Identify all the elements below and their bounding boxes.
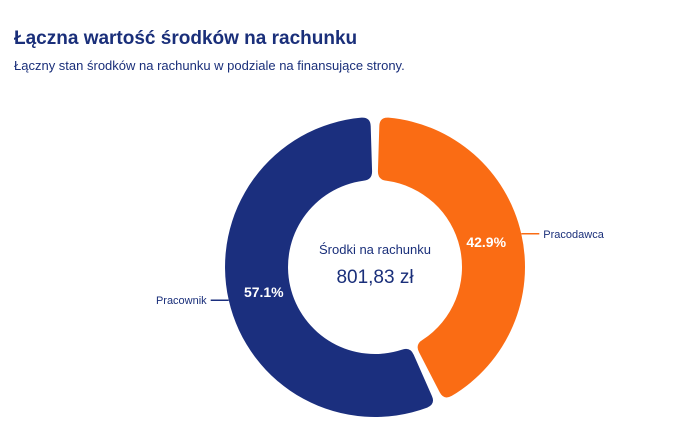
center-label: Środki na rachunku	[319, 242, 431, 257]
slice-pracownik[interactable]	[225, 117, 434, 417]
legend-label-pracodawca: Pracodawca	[543, 229, 604, 241]
chart-subtitle: Łączny stan środków na rachunku w podzia…	[14, 58, 405, 73]
chart-title: Łączna wartość środków na rachunku	[14, 28, 358, 49]
legend-label-pracownik: Pracownik	[156, 295, 207, 307]
slice-label-pracodawca: 42.9%	[466, 234, 506, 250]
slice-label-pracownik: 57.1%	[244, 284, 284, 300]
slice-pracodawca[interactable]	[377, 117, 526, 398]
center-value: 801,83 zł	[336, 267, 414, 288]
